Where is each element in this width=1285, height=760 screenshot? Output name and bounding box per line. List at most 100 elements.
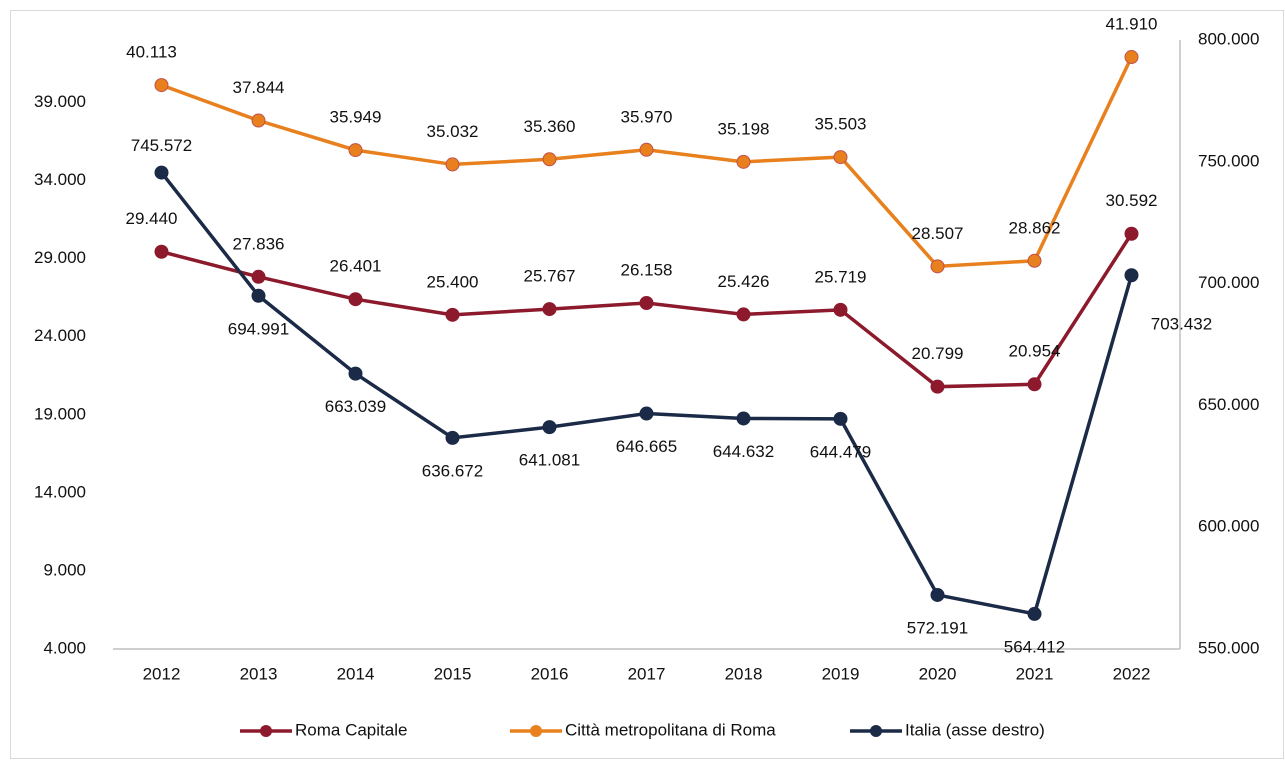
- data-label: 28.862: [1009, 218, 1061, 237]
- point: [251, 113, 266, 128]
- point: [736, 411, 751, 426]
- data-label: 694.991: [228, 319, 289, 338]
- series-line: [161, 232, 1133, 389]
- data-label: 35.503: [815, 115, 867, 134]
- point: [1027, 606, 1042, 621]
- data-label: 636.672: [422, 461, 483, 480]
- y-tick-label: 39.000: [34, 92, 86, 111]
- point: [445, 307, 460, 322]
- point: [639, 142, 654, 157]
- point: [542, 420, 557, 435]
- x-tick-label: 2012: [143, 664, 181, 683]
- point: [1124, 50, 1139, 65]
- data-label: 37.844: [233, 78, 285, 97]
- point: [1124, 268, 1139, 283]
- data-label: 663.039: [325, 397, 386, 416]
- point: [445, 430, 460, 445]
- data-label: 703.432: [1151, 315, 1212, 334]
- data-label: 646.665: [616, 437, 677, 456]
- y-tick-label: 29.000: [34, 248, 86, 267]
- data-label: 20.799: [912, 344, 964, 363]
- point: [833, 411, 848, 426]
- point: [154, 244, 169, 259]
- data-label: 35.949: [330, 108, 382, 127]
- data-label: 27.836: [233, 234, 285, 253]
- point: [639, 406, 654, 421]
- data-label: 641.081: [519, 451, 580, 470]
- data-label: 30.592: [1106, 191, 1158, 210]
- point: [833, 302, 848, 317]
- y2-tick-label: 650.000: [1198, 395, 1259, 414]
- point: [445, 157, 460, 172]
- y2-tick-label: 700.000: [1198, 273, 1259, 292]
- data-label: 745.572: [131, 136, 192, 155]
- data-label: 572.191: [907, 618, 968, 637]
- data-label: 25.767: [524, 267, 576, 286]
- data-label: 20.954: [1009, 342, 1061, 361]
- point: [930, 587, 945, 602]
- point: [833, 150, 848, 165]
- x-tick-label: 2022: [1113, 664, 1151, 683]
- point: [348, 292, 363, 307]
- point: [251, 288, 266, 303]
- data-label: 35.032: [427, 122, 479, 141]
- x-tick-label: 2015: [434, 664, 472, 683]
- data-label: 35.970: [621, 107, 673, 126]
- data-label: 25.426: [718, 272, 770, 291]
- data-label: 25.400: [427, 272, 479, 291]
- data-label: 40.113: [126, 43, 177, 62]
- point: [154, 78, 169, 93]
- x-tick-label: 2021: [1016, 664, 1054, 683]
- y-tick-label: 34.000: [34, 170, 86, 189]
- chart-frame: [10, 10, 1284, 759]
- point: [930, 379, 945, 394]
- point: [348, 366, 363, 381]
- y-tick-label: 4.000: [43, 638, 86, 657]
- point: [736, 154, 751, 169]
- point: [736, 307, 751, 322]
- point: [930, 259, 945, 274]
- legend-label: Roma Capitale: [295, 720, 407, 739]
- data-label: 35.198: [718, 119, 770, 138]
- y-tick-label: 24.000: [34, 326, 86, 345]
- x-tick-label: 2019: [822, 664, 860, 683]
- data-label: 564.412: [1004, 637, 1065, 656]
- legend-label: Città metropolitana di Roma: [565, 720, 776, 739]
- point: [348, 143, 363, 158]
- x-tick-label: 2013: [240, 664, 278, 683]
- data-label: 644.632: [713, 442, 774, 461]
- y-tick-label: 9.000: [43, 560, 86, 579]
- data-label: 25.719: [815, 267, 867, 286]
- series-line: [160, 56, 1134, 269]
- legend-label: Italia (asse destro): [905, 720, 1045, 739]
- data-label: 41.910: [1106, 15, 1158, 34]
- data-label: 26.158: [621, 260, 673, 279]
- point: [1124, 226, 1139, 241]
- y-tick-label: 19.000: [34, 404, 86, 423]
- legend-marker: [530, 725, 542, 737]
- x-tick-label: 2017: [628, 664, 666, 683]
- point: [542, 152, 557, 167]
- x-tick-label: 2016: [531, 664, 569, 683]
- data-label: 28.507: [912, 224, 964, 243]
- x-tick-label: 2014: [337, 664, 375, 683]
- y-tick-label: 14.000: [34, 482, 86, 501]
- x-tick-label: 2020: [919, 664, 957, 683]
- y2-tick-label: 550.000: [1198, 638, 1259, 657]
- data-label: 29.440: [126, 209, 178, 228]
- y2-tick-label: 600.000: [1198, 517, 1259, 536]
- y2-tick-label: 750.000: [1198, 151, 1259, 170]
- data-label: 35.360: [524, 117, 576, 136]
- x-tick-label: 2018: [725, 664, 763, 683]
- legend-marker: [870, 725, 882, 737]
- series-line: [160, 171, 1134, 616]
- point: [1027, 377, 1042, 392]
- y2-tick-label: 800.000: [1198, 29, 1259, 48]
- data-label: 26.401: [330, 257, 382, 276]
- point: [639, 295, 654, 310]
- legend-marker: [260, 725, 272, 737]
- point: [1027, 253, 1042, 268]
- data-label: 644.479: [810, 442, 871, 461]
- point: [154, 165, 169, 180]
